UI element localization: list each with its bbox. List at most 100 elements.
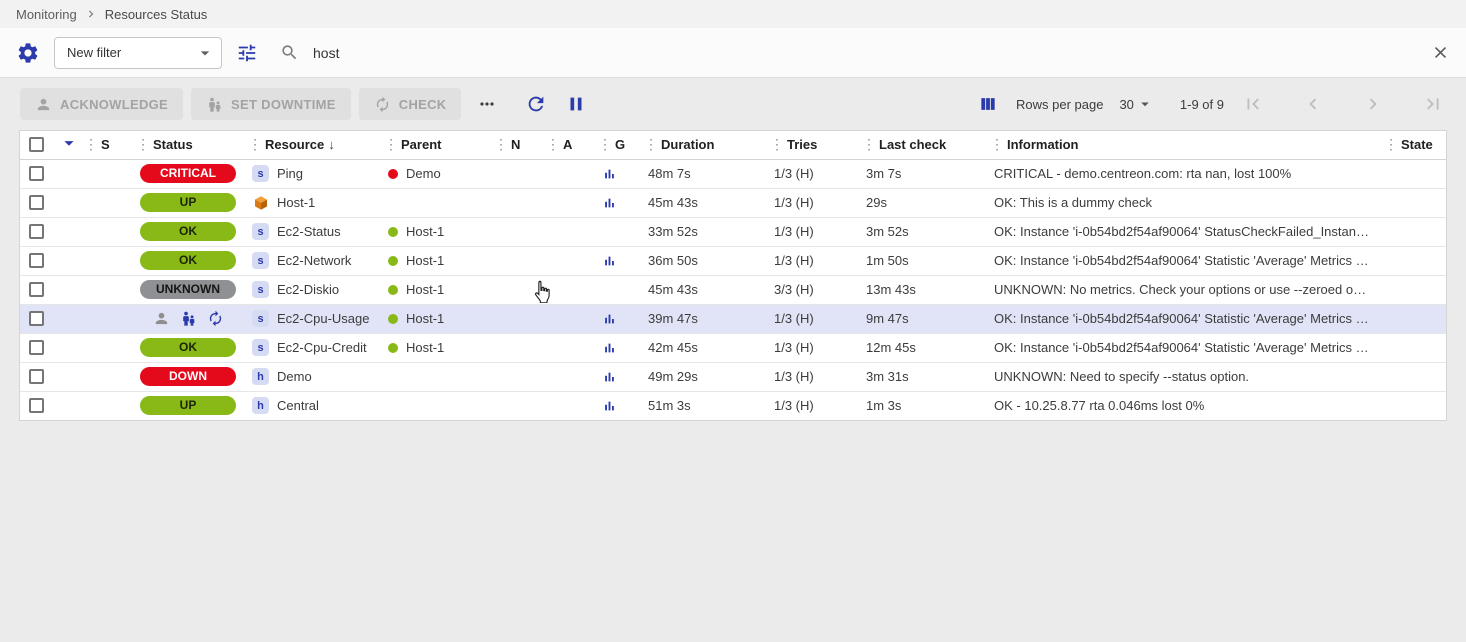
column-header-resource[interactable]: ⋮ Resource ↓ <box>244 131 380 160</box>
refresh-icon[interactable] <box>523 91 549 117</box>
first-page-icon[interactable] <box>1240 91 1266 117</box>
cell-last-check: 3m 7s <box>858 159 986 189</box>
column-options-icon[interactable]: ⋮ <box>248 136 262 153</box>
resources-table-body: CRITICAL s Ping Demo 48m 7s 1/3 (H) 3m 7s CRITI… <box>20 159 1446 420</box>
resource-name[interactable]: Central <box>277 398 319 414</box>
graph-icon[interactable] <box>602 398 617 414</box>
column-header-duration[interactable]: ⋮ Duration <box>640 131 766 160</box>
resource-name[interactable]: Demo <box>277 369 312 385</box>
resource-name[interactable]: Ec2-Diskio <box>277 282 340 298</box>
column-header-last_check[interactable]: ⋮ Last check <box>858 131 986 160</box>
table-row[interactable]: s Ec2-Cpu-Usage Host-1 39m 47s 1/3 (H) 9m 47s… <box>20 304 1446 334</box>
resource-name[interactable]: Ec2-Status <box>277 224 341 240</box>
cell-information: OK: This is a dummy check <box>986 188 1380 218</box>
row-checkbox[interactable] <box>29 253 44 268</box>
cell-duration: 39m 47s <box>640 304 766 334</box>
filter-options-icon[interactable] <box>234 40 260 66</box>
graph-icon[interactable] <box>602 340 617 356</box>
column-header-n[interactable]: ⋮ N <box>490 131 542 160</box>
parent-name[interactable]: Host-1 <box>406 224 445 240</box>
cell-tries: 1/3 (H) <box>766 362 858 392</box>
graph-icon[interactable] <box>602 195 617 211</box>
column-options-icon[interactable]: ⋮ <box>494 136 508 153</box>
downtime-icon[interactable] <box>180 310 197 327</box>
next-page-icon[interactable] <box>1360 91 1386 117</box>
table-row[interactable]: UP Host-1 45m 43s 1/3 (H) 29s OK: This is a d… <box>20 188 1446 218</box>
column-options-icon[interactable]: ⋮ <box>546 136 560 153</box>
column-header-parent[interactable]: ⋮ Parent <box>380 131 490 160</box>
service-badge: s <box>252 339 269 357</box>
resource-name[interactable]: Host-1 <box>277 195 316 211</box>
cell-last-check: 9m 47s <box>858 304 986 334</box>
refresh-status-icon[interactable] <box>207 310 224 327</box>
graph-icon[interactable] <box>602 253 617 269</box>
clear-search-icon[interactable] <box>1429 41 1452 64</box>
resource-name[interactable]: Ec2-Cpu-Credit <box>277 340 367 356</box>
column-header-status[interactable]: ⋮ Status <box>132 131 244 160</box>
table-row[interactable]: OK s Ec2-Network Host-1 36m 50s 1/3 (H) 1m 50s… <box>20 246 1446 276</box>
select-all-checkbox[interactable] <box>29 137 44 153</box>
search-input[interactable] <box>311 43 1417 62</box>
row-checkbox[interactable] <box>29 224 44 239</box>
column-options-icon[interactable]: ⋮ <box>644 136 658 153</box>
parent-name[interactable]: Host-1 <box>406 253 445 269</box>
resource-name[interactable]: Ec2-Network <box>277 253 352 269</box>
row-checkbox[interactable] <box>29 282 44 297</box>
acknowledged-icon[interactable] <box>153 310 170 327</box>
resource-name[interactable]: Ping <box>277 166 304 182</box>
column-options-icon[interactable]: ⋮ <box>384 136 398 153</box>
row-checkbox[interactable] <box>29 398 44 414</box>
graph-icon[interactable] <box>602 369 617 385</box>
column-options-icon[interactable]: ⋮ <box>990 136 1004 153</box>
parent-name[interactable]: Demo <box>406 166 441 182</box>
table-row[interactable]: OK s Ec2-Status Host-1 33m 52s 1/3 (H) 3m 52s O… <box>20 217 1446 247</box>
table-row[interactable]: OK s Ec2-Cpu-Credit Host-1 42m 45s 1/3 (H) 12m… <box>20 333 1446 363</box>
graph-icon[interactable] <box>602 311 617 327</box>
last-page-icon[interactable] <box>1420 91 1446 117</box>
breadcrumb-resources-status[interactable]: Resources Status <box>104 6 208 22</box>
status-pill: UP <box>140 193 236 212</box>
host-badge: h <box>252 368 269 386</box>
column-header-state[interactable]: ⋮ State <box>1380 131 1446 160</box>
row-checkbox[interactable] <box>29 166 44 181</box>
graph-icon[interactable] <box>602 166 617 182</box>
table-row[interactable]: CRITICAL s Ping Demo 48m 7s 1/3 (H) 3m 7s CRITI… <box>20 159 1446 189</box>
parent-name[interactable]: Host-1 <box>406 340 445 356</box>
acknowledge-button[interactable]: ACKNOWLEDGE <box>20 88 184 120</box>
parent-name[interactable]: Host-1 <box>406 311 445 327</box>
previous-page-icon[interactable] <box>1300 91 1326 117</box>
check-button[interactable]: CHECK <box>358 88 462 120</box>
column-options-icon[interactable]: ⋮ <box>136 136 150 153</box>
column-label: A <box>563 137 573 153</box>
column-header-g[interactable]: ⋮ G <box>594 131 640 160</box>
filter-select[interactable]: New filter <box>54 36 222 69</box>
table-row[interactable]: UP h Central 51m 3s 1/3 (H) 1m 3s OK - 10.25.8… <box>20 391 1446 420</box>
row-checkbox[interactable] <box>29 369 44 384</box>
set-downtime-button[interactable]: SET DOWNTIME <box>191 88 351 120</box>
rows-per-page-select[interactable]: 30 <box>1119 95 1153 113</box>
breadcrumb-monitoring[interactable]: Monitoring <box>16 6 77 22</box>
column-options-icon[interactable]: ⋮ <box>1384 136 1398 153</box>
row-checkbox[interactable] <box>29 311 44 326</box>
pause-icon[interactable] <box>563 91 589 117</box>
more-actions-icon[interactable] <box>469 94 505 114</box>
column-options-icon[interactable]: ⋮ <box>770 136 784 153</box>
column-header-s[interactable]: ⋮ S <box>80 131 132 160</box>
column-options-icon[interactable]: ⋮ <box>84 136 98 153</box>
column-header-a[interactable]: ⋮ A <box>542 131 594 160</box>
column-options-icon[interactable]: ⋮ <box>598 136 612 153</box>
table-row[interactable]: UNKNOWN s Ec2-Diskio Host-1 45m 43s 3/3 (H) 13… <box>20 275 1446 305</box>
columns-icon[interactable] <box>976 92 1000 116</box>
column-header-information[interactable]: ⋮ Information <box>986 131 1380 160</box>
row-checkbox[interactable] <box>29 195 44 210</box>
action-bar: ACKNOWLEDGE SET DOWNTIME CHECK Rows per … <box>0 78 1466 130</box>
table-row[interactable]: DOWN h Demo 49m 29s 1/3 (H) 3m 31s UNKNOWN: Ne… <box>20 362 1446 392</box>
row-checkbox[interactable] <box>29 340 44 355</box>
settings-icon[interactable] <box>14 39 42 67</box>
column-options-icon[interactable]: ⋮ <box>862 136 876 153</box>
parent-name[interactable]: Host-1 <box>406 282 445 298</box>
select-all-caret-icon[interactable] <box>54 131 80 160</box>
resource-name[interactable]: Ec2-Cpu-Usage <box>277 311 370 327</box>
column-header-tries[interactable]: ⋮ Tries <box>766 131 858 160</box>
service-badge: s <box>252 310 269 328</box>
